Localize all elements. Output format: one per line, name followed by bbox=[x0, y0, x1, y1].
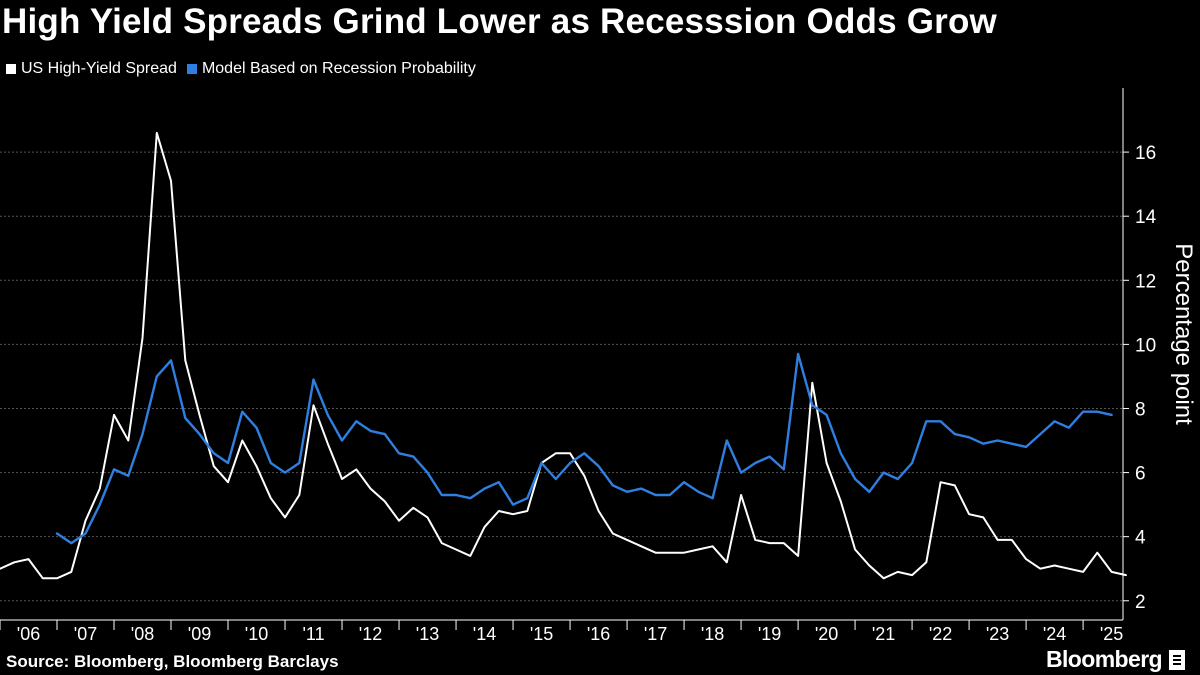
x-tick-label: '18 bbox=[701, 624, 724, 644]
bloomberg-mark-icon bbox=[1169, 649, 1185, 670]
x-tick-label: '16 bbox=[587, 624, 610, 644]
x-tick-label: '20 bbox=[815, 624, 838, 644]
y-tick-label: 2 bbox=[1135, 592, 1146, 613]
series-line-model bbox=[55, 352, 1113, 545]
x-tick-label: '22 bbox=[929, 624, 952, 644]
x-tick-label: '25 bbox=[1100, 624, 1123, 644]
x-tick-label: '08 bbox=[131, 624, 154, 644]
x-tick-label: '21 bbox=[872, 624, 895, 644]
x-tick-label: '06 bbox=[17, 624, 40, 644]
x-tick-label: '14 bbox=[473, 624, 496, 644]
x-tick-label: '23 bbox=[986, 624, 1009, 644]
chart-legend: US High-Yield Spread Model Based on Rece… bbox=[6, 60, 486, 78]
y-tick-label: 12 bbox=[1135, 271, 1156, 292]
legend-item-model: Model Based on Recession Probability bbox=[186, 60, 476, 78]
series-line-hy-spread bbox=[0, 131, 1127, 580]
x-tick-label: '10 bbox=[245, 624, 268, 644]
y-tick-label: 10 bbox=[1135, 335, 1156, 356]
y-tick-label: 8 bbox=[1135, 399, 1146, 420]
brand-name: Bloomberg bbox=[1046, 646, 1163, 672]
x-tick-label: '19 bbox=[758, 624, 781, 644]
legend-swatch-model bbox=[186, 64, 197, 74]
x-tick-label: '11 bbox=[302, 624, 324, 644]
chart-title: High Yield Spreads Grind Lower as Recess… bbox=[2, 2, 997, 41]
x-tick-label: '15 bbox=[530, 624, 553, 644]
x-tick-label: '12 bbox=[359, 624, 382, 644]
legend-label-model: Model Based on Recession Probability bbox=[201, 60, 476, 77]
x-tick-label: '09 bbox=[188, 624, 211, 644]
bloomberg-logo: Bloomberg bbox=[1046, 646, 1185, 673]
x-tick-label: '07 bbox=[74, 624, 97, 644]
y-tick-label: 6 bbox=[1135, 464, 1146, 485]
y-tick-label: 4 bbox=[1135, 528, 1146, 549]
y-axis-title: Percentage point bbox=[1170, 243, 1197, 425]
x-tick-label: '17 bbox=[644, 624, 667, 644]
y-tick-label: 16 bbox=[1135, 143, 1156, 164]
legend-label-hy-spread: US High-Yield Spread bbox=[21, 60, 177, 77]
x-tick-label: '13 bbox=[416, 624, 439, 644]
y-tick-label: 14 bbox=[1135, 207, 1157, 228]
source-note: Source: Bloomberg, Bloomberg Barclays bbox=[6, 652, 339, 671]
legend-swatch-hy-spread bbox=[6, 64, 16, 74]
x-tick-label: '24 bbox=[1043, 624, 1066, 644]
legend-item-hy-spread: US High-Yield Spread bbox=[6, 60, 177, 78]
